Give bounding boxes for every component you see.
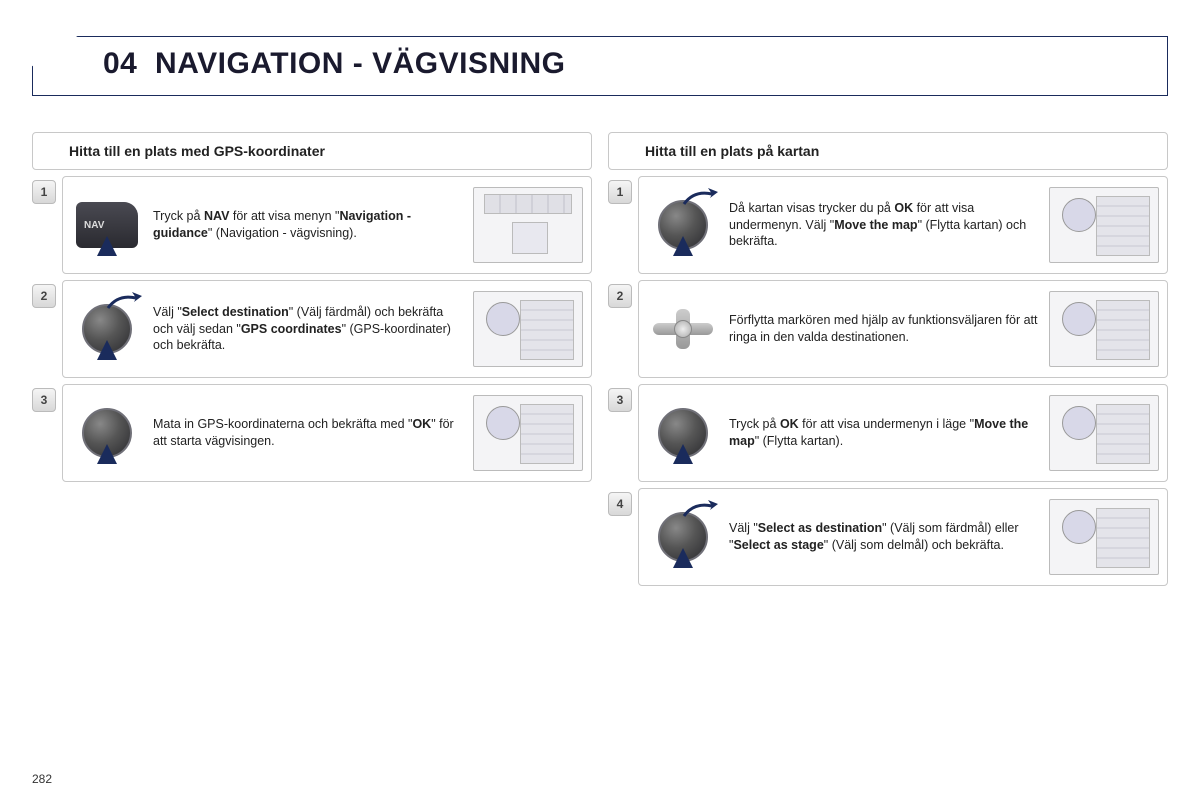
step-number-badge: 2: [608, 284, 632, 308]
console-thumbnail: [473, 187, 583, 263]
step-box: Välj "Select as destination" (Välj som f…: [638, 488, 1168, 586]
page-header: 04 NAVIGATION - VÄGVISNING: [32, 36, 1168, 96]
console-thumbnail: [1049, 499, 1159, 575]
page-number: 282: [32, 772, 52, 786]
step-icon-slot: [647, 293, 719, 365]
step-number-badge: 1: [32, 180, 56, 204]
step-row: 1 NAV Tryck på NAV för att visa menyn "N…: [32, 176, 592, 274]
step-number-badge: 2: [32, 284, 56, 308]
step-text: Tryck på OK för att visa undermenyn i lä…: [729, 416, 1039, 450]
rotary-knob-icon: [658, 408, 708, 458]
step-box: Tryck på OK för att visa undermenyn i lä…: [638, 384, 1168, 482]
console-thumbnail: [473, 291, 583, 367]
step-row: 2 Förflytta markören med hjälp av funkti…: [608, 280, 1168, 378]
step-text: Välj "Select as destination" (Välj som f…: [729, 520, 1039, 554]
arrow-up-icon: [673, 444, 693, 464]
right-column-heading: Hitta till en plats på kartan: [608, 132, 1168, 170]
step-box: Mata in GPS-koordinaterna och bekräfta m…: [62, 384, 592, 482]
curve-arrow-icon: [682, 500, 722, 520]
step-row: 3 Tryck på OK för att visa undermenyn i …: [608, 384, 1168, 482]
step-icon-slot: [647, 397, 719, 469]
arrow-up-icon: [97, 444, 117, 464]
step-number-badge: 1: [608, 180, 632, 204]
curve-arrow-icon: [106, 292, 146, 312]
section-title: NAVIGATION - VÄGVISNING: [155, 47, 565, 80]
step-text: Förflytta markören med hjälp av funktion…: [729, 312, 1039, 346]
rotary-knob-icon: [658, 512, 708, 562]
arrow-up-icon: [673, 236, 693, 256]
step-number-badge: 4: [608, 492, 632, 516]
step-box: NAV Tryck på NAV för att visa menyn "Nav…: [62, 176, 592, 274]
step-text: Tryck på NAV för att visa menyn "Navigat…: [153, 208, 463, 242]
console-thumbnail: [1049, 395, 1159, 471]
console-thumbnail: [1049, 291, 1159, 367]
step-box: Då kartan visas trycker du på OK för att…: [638, 176, 1168, 274]
rotary-knob-icon: [82, 408, 132, 458]
step-icon-slot: [71, 397, 143, 469]
header-notch: [31, 35, 79, 67]
left-column-heading: Hitta till en plats med GPS-koordinater: [32, 132, 592, 170]
step-row: 3 Mata in GPS-koordinaterna och bekräfta…: [32, 384, 592, 482]
step-icon-slot: [71, 293, 143, 365]
nav-button-icon: NAV: [76, 202, 138, 248]
step-row: 4 Välj "Select as destination" (Välj som…: [608, 488, 1168, 586]
console-thumbnail: [1049, 187, 1159, 263]
curve-arrow-icon: [682, 188, 722, 208]
dpad-icon: [653, 307, 713, 351]
step-icon-slot: [647, 189, 719, 261]
step-box: Förflytta markören med hjälp av funktion…: [638, 280, 1168, 378]
right-column: Hitta till en plats på kartan 1 Då karta…: [608, 132, 1168, 586]
arrow-up-icon: [673, 548, 693, 568]
step-row: 2 Välj "Select destination" (Välj färdmå…: [32, 280, 592, 378]
rotary-knob-icon: [82, 304, 132, 354]
step-text: Då kartan visas trycker du på OK för att…: [729, 200, 1039, 251]
step-icon-slot: NAV: [71, 189, 143, 261]
step-number-badge: 3: [32, 388, 56, 412]
step-number-badge: 3: [608, 388, 632, 412]
header-title: 04 NAVIGATION - VÄGVISNING: [103, 47, 565, 81]
step-text: Välj "Select destination" (Välj färdmål)…: [153, 304, 463, 355]
arrow-up-icon: [97, 340, 117, 360]
step-row: 1 Då kartan visas trycker du på OK för a…: [608, 176, 1168, 274]
step-icon-slot: [647, 501, 719, 573]
rotary-knob-icon: [658, 200, 708, 250]
step-box: Välj "Select destination" (Välj färdmål)…: [62, 280, 592, 378]
content-columns: Hitta till en plats med GPS-koordinater …: [32, 132, 1168, 586]
left-column: Hitta till en plats med GPS-koordinater …: [32, 132, 592, 586]
arrow-up-icon: [97, 236, 117, 256]
section-number: 04: [103, 47, 137, 80]
console-thumbnail: [473, 395, 583, 471]
step-text: Mata in GPS-koordinaterna och bekräfta m…: [153, 416, 463, 450]
